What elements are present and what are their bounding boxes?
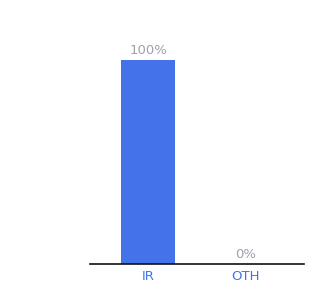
Text: 100%: 100% — [129, 44, 167, 57]
Text: 0%: 0% — [235, 248, 256, 261]
Bar — [121, 60, 175, 264]
